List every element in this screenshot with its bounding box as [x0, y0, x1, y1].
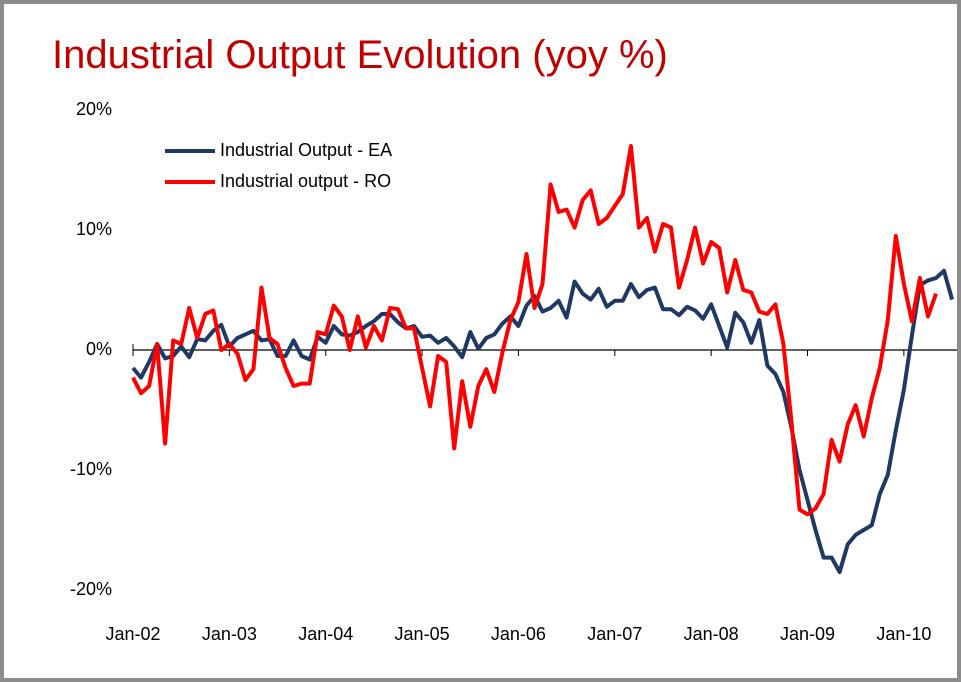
y-tick-label: -10% — [70, 459, 112, 479]
x-tick-label: Jan-03 — [202, 624, 257, 644]
x-tick-label: Jan-05 — [395, 624, 450, 644]
legend-label: Industrial output - RO — [220, 171, 391, 191]
x-tick-label: Jan-04 — [298, 624, 353, 644]
chart-title: Industrial Output Evolution (yoy %) — [52, 33, 668, 77]
y-tick-label: -20% — [70, 579, 112, 599]
legend-label: Industrial Output - EA — [220, 140, 392, 160]
x-tick-label: Jan-07 — [587, 624, 642, 644]
y-tick-label: 10% — [76, 219, 112, 239]
y-tick-label: 20% — [76, 99, 112, 119]
x-tick-label: Jan-09 — [780, 624, 835, 644]
x-tick-label: Jan-02 — [105, 624, 160, 644]
x-tick-label: Jan-10 — [876, 624, 931, 644]
y-tick-label: 0% — [86, 339, 112, 359]
series-line — [131, 144, 938, 517]
x-tick-label: Jan-06 — [491, 624, 546, 644]
x-tick-label: Jan-08 — [684, 624, 739, 644]
